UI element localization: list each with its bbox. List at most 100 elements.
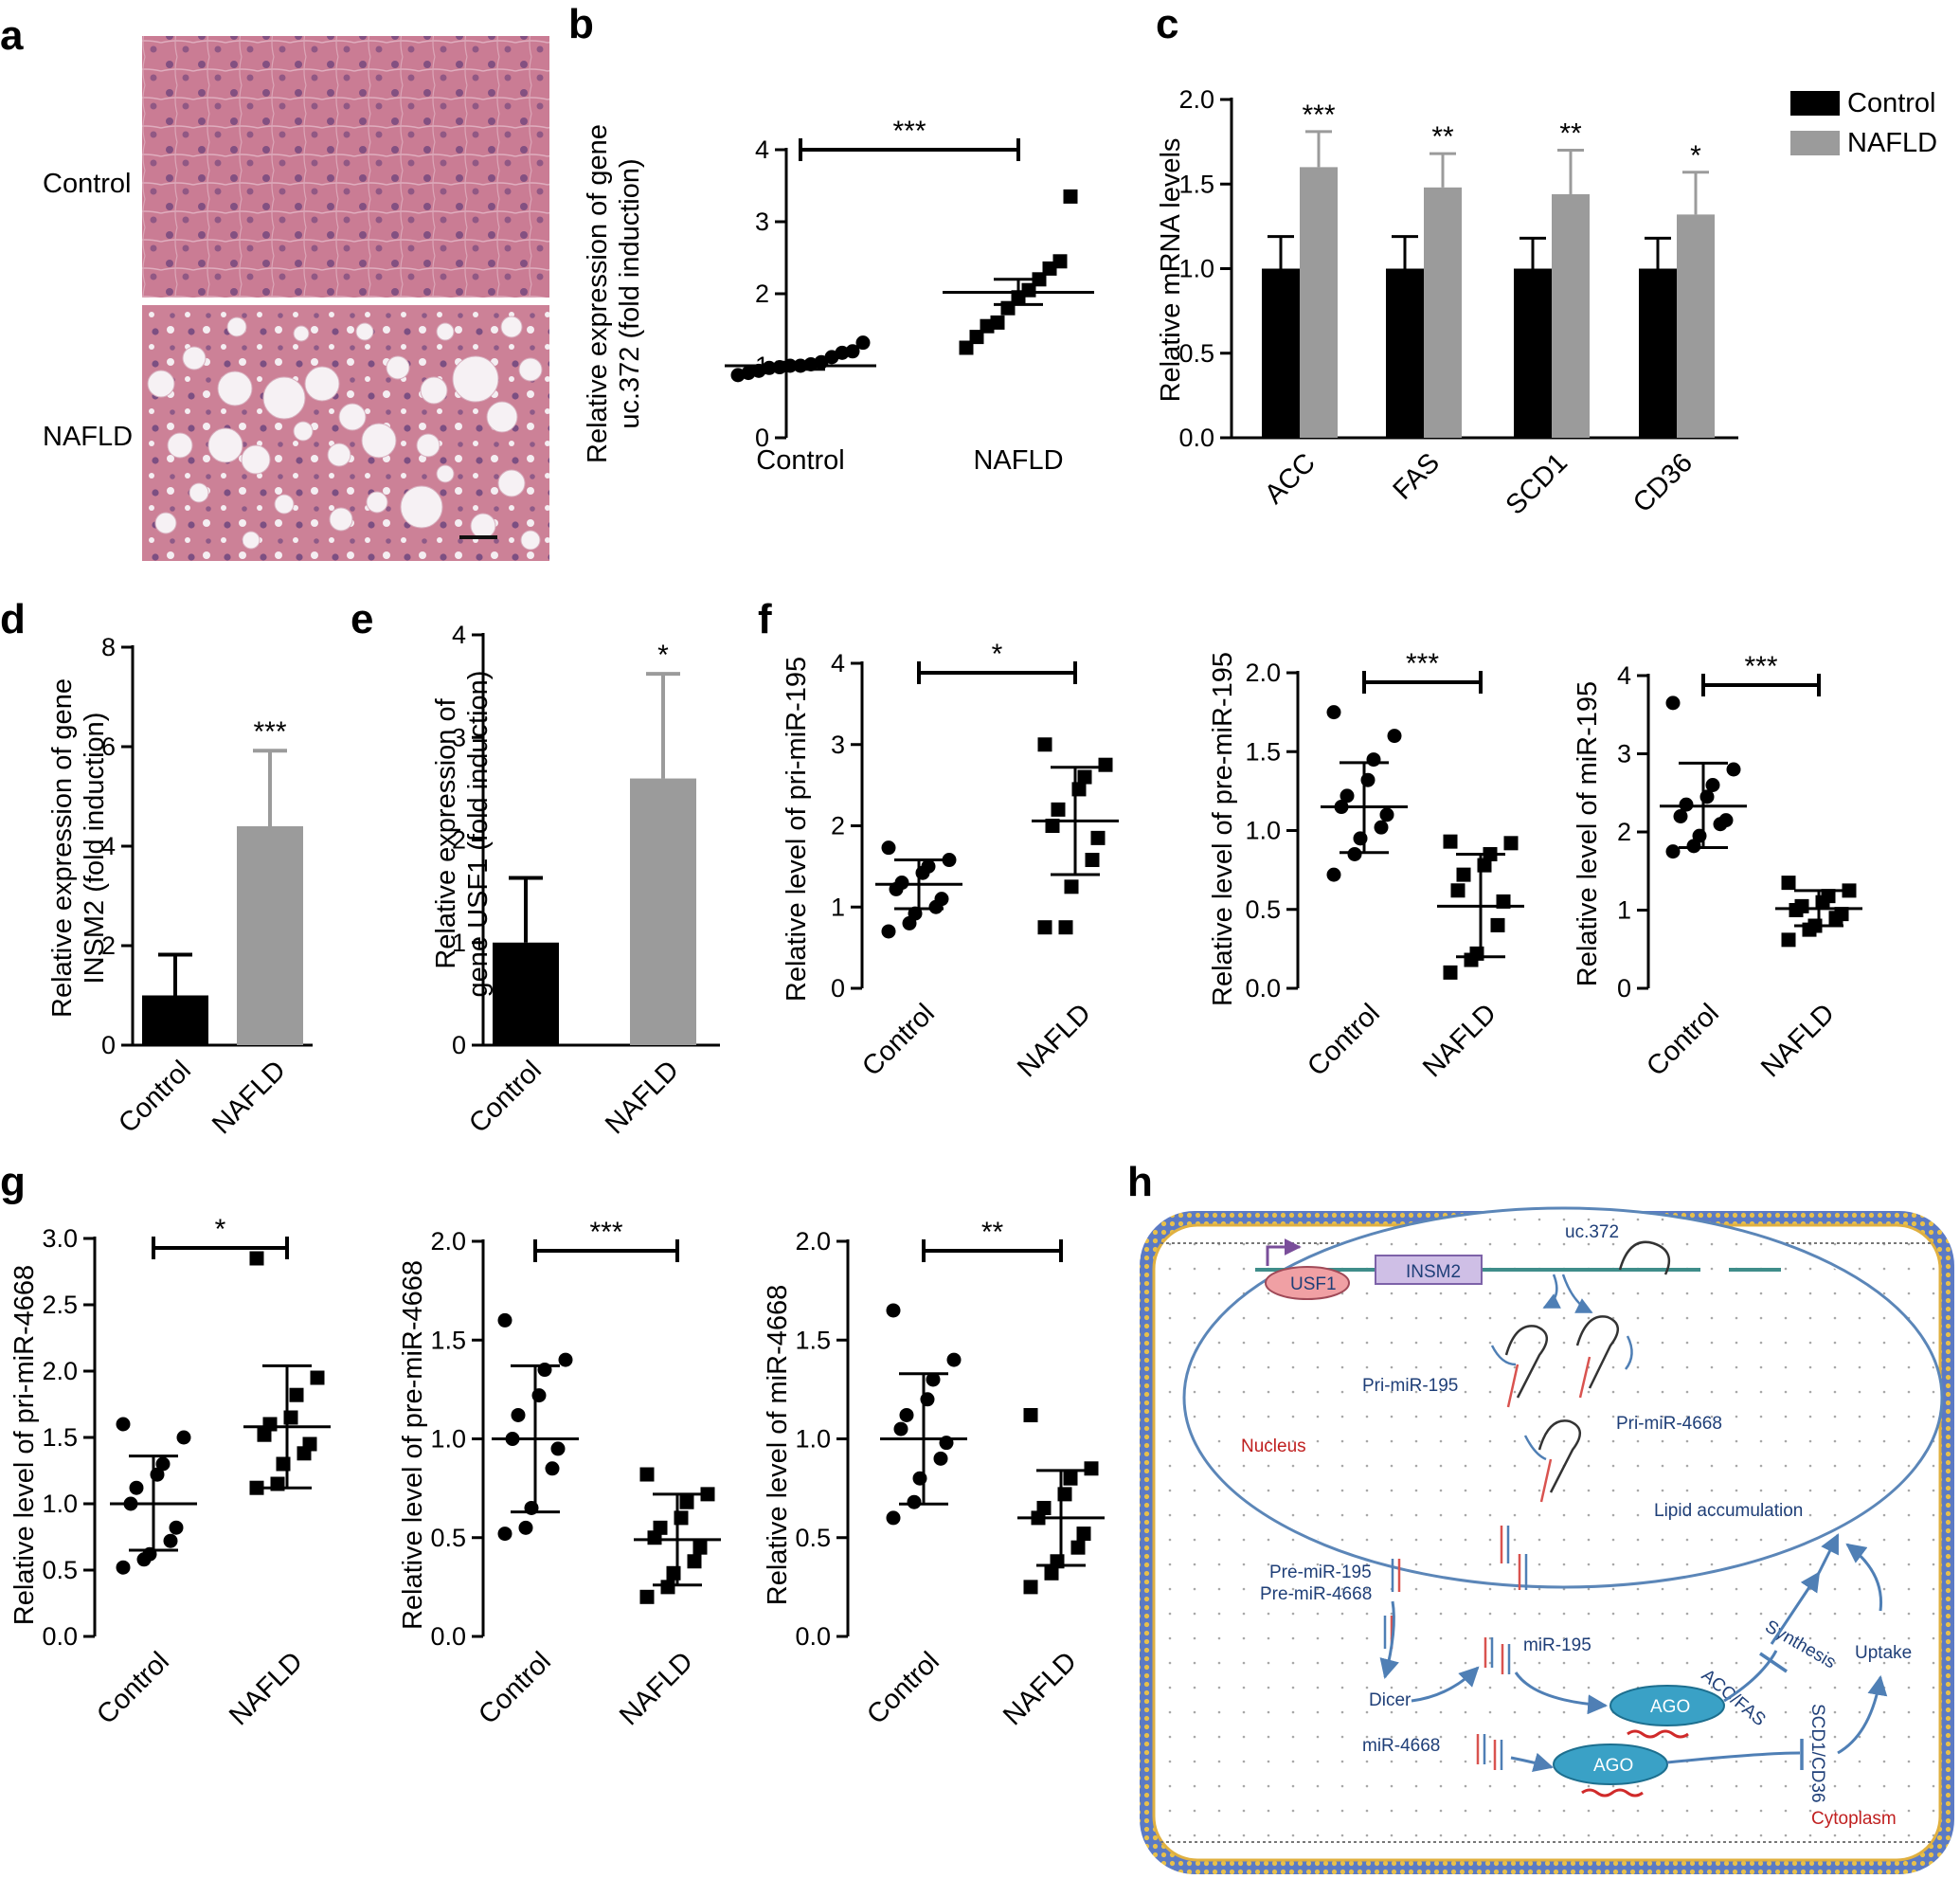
data-point-nafld [639,1467,655,1482]
y-tick-label: 0 [452,1031,466,1059]
y-tick-label: 0.5 [430,1524,466,1552]
data-point-control [921,858,936,874]
bar-nafld [1677,214,1715,438]
lipid-accumulation-label: Lipid accumulation [1654,1501,1803,1521]
y-tick-label: 0.0 [430,1622,466,1651]
data-point-control [1673,809,1688,823]
data-point-nafld [1037,920,1052,935]
x-category-label: Control [113,1055,197,1139]
x-category-label: NAFLD [224,1646,309,1731]
data-point-control [518,1520,533,1535]
data-point-nafld [1090,830,1106,845]
data-point-nafld [1063,189,1078,204]
data-point-nafld [1781,932,1796,948]
y-tick-label: 4 [452,621,466,649]
data-point-nafld [1450,883,1466,898]
y-tick-label: 2 [1617,818,1631,846]
uc372-hairpin-icon [1618,1240,1671,1275]
data-point-control [886,1303,901,1318]
x-category-label: CD36 [1627,447,1699,518]
y-axis-label: Relative level of pre-miR-4668 [398,1260,428,1630]
data-point-nafld [1084,1461,1099,1476]
bar-control [1386,268,1424,438]
data-point-nafld [1063,1471,1078,1486]
data-point-control [1374,820,1389,835]
y-tick-label: 1.0 [430,1425,466,1454]
bar-control [142,995,208,1045]
y-tick-label: 1.5 [42,1423,78,1452]
data-point-control [934,892,949,907]
data-point-nafld [1051,802,1066,817]
uc372-label: uc.372 [1565,1222,1619,1242]
y-tick-label: 0.5 [1245,895,1281,924]
data-point-control [845,344,860,359]
data-point-nafld [1077,769,1092,785]
mir-4668-label: miR-4668 [1362,1736,1440,1756]
x-category-label: Control [473,1646,557,1730]
y-tick-label: 2.0 [42,1357,78,1385]
y-axis-label: INSM2 (fold induction) [80,713,110,985]
pre-mir-195-label: Pre-miR-195 [1269,1563,1372,1582]
data-point-nafld [1821,889,1836,904]
scd1-cd36-label: SCD1/CD36 [1807,1704,1827,1803]
data-point-nafld [289,1387,304,1402]
data-point-nafld [262,1417,278,1432]
y-tick-label: 0.0 [795,1622,831,1651]
data-point-control [899,1407,914,1422]
significance-marker: * [215,1214,226,1245]
data-point-control [155,1456,171,1472]
y-tick-label: 0 [755,424,769,452]
x-category-label: Control [861,1646,945,1730]
data-point-nafld [310,1370,325,1385]
y-axis-label: Relative expression of gene [583,124,613,463]
panel-h: h USF1 INSM2 uc.372 Pri-miR-195 Pri-miR-… [1127,1159,1954,1874]
pri-mir-195-label: Pri-miR-195 [1362,1376,1458,1396]
x-category-label: Control [91,1646,175,1730]
bar-control [1262,268,1300,438]
pre-mir-4668-label: Pre-miR-4668 [1260,1584,1372,1604]
significance-marker: *** [1406,648,1439,679]
y-tick-label: 4 [101,832,116,860]
x-category-label: NAFLD [614,1646,699,1731]
data-point-nafld [1044,1565,1059,1581]
x-category-label: NAFLD [973,445,1063,476]
data-point-nafld [1037,737,1052,752]
y-tick-label: 1.0 [1245,817,1281,845]
y-tick-label: 1 [831,893,845,921]
y-tick-label: 1.5 [1178,170,1214,198]
y-tick-label: 1.0 [795,1425,831,1454]
y-tick-label: 0.0 [42,1622,78,1651]
data-point-nafld [639,1589,655,1604]
significance-marker: *** [589,1217,622,1248]
y-axis-label: Relative expression of [431,697,461,968]
data-point-nafld [687,1554,702,1569]
panel-label-h: h [1127,1159,1153,1205]
significance-marker: *** [1744,651,1777,682]
data-point-control [946,1352,962,1367]
data-point-nafld [679,1494,694,1509]
y-tick-label: 3 [452,723,466,751]
data-point-control [129,1480,144,1495]
chart-f3: 0 1 2 3 4 Relative level of miR-195 Control NAF… [1573,651,1862,1083]
data-point-nafld [1842,883,1857,898]
y-tick-label: 2 [755,280,769,308]
data-point-control [1705,778,1720,792]
data-point-control [550,1441,566,1456]
x-category-label: Control [856,998,941,1082]
significance-marker: *** [892,116,926,147]
x-category-label: Control [756,445,845,476]
chart-d: d 0 2 4 6 8 Relative expression of gene INSM2 (… [0,596,313,1140]
x-category-label: NAFLD [1417,998,1502,1083]
data-point-control [497,1312,512,1328]
data-point-control [1340,788,1355,804]
y-axis-label: Relative mRNA levels [1156,138,1186,403]
histology-image-control [142,36,549,298]
y-tick-label: 3 [1617,740,1631,768]
y-tick-label: 2 [101,931,116,960]
data-point-nafld [1098,757,1113,772]
data-point-control [163,1533,178,1548]
bar-nafld [1424,187,1462,438]
bar-nafld [1300,167,1338,438]
